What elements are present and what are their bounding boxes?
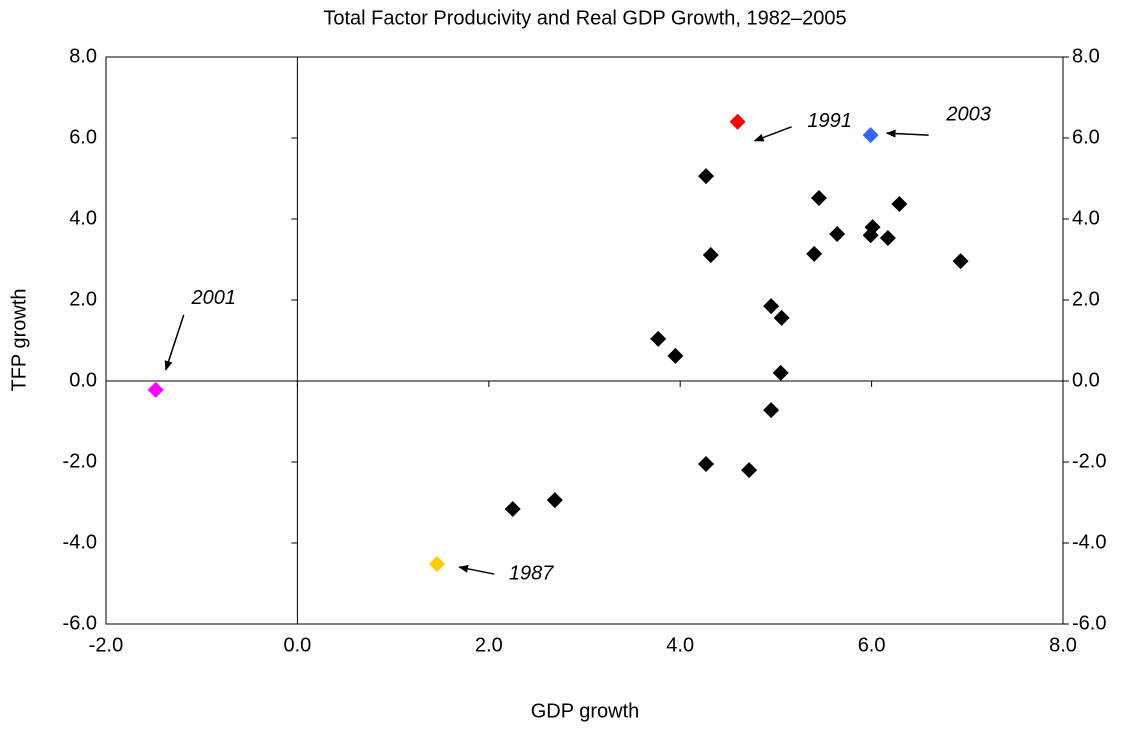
- annotation: 1991: [807, 110, 852, 132]
- annotation: 2001: [191, 287, 237, 309]
- plot-frame: [105, 56, 1064, 625]
- marker: [806, 245, 823, 262]
- marker: [698, 456, 715, 473]
- marker: [741, 462, 758, 479]
- marker: [702, 247, 719, 264]
- y2-tick-label: -6.0: [1072, 612, 1106, 634]
- marker: [504, 500, 521, 517]
- y2-tick-label: 4.0: [1072, 207, 1100, 229]
- marker: [862, 127, 879, 144]
- y-tick-label: 2.0: [69, 288, 97, 310]
- y-tick-label: 6.0: [69, 126, 97, 148]
- marker: [952, 253, 969, 270]
- y-axis-label: TFP growth: [8, 289, 30, 392]
- annotation-arrow: [164, 314, 185, 371]
- x-tick-label: 8.0: [1049, 634, 1077, 656]
- marker: [773, 309, 790, 326]
- y-tick-label: 4.0: [69, 207, 97, 229]
- marker: [879, 230, 896, 247]
- marker: [650, 330, 667, 347]
- marker: [546, 492, 563, 509]
- marker: [667, 347, 684, 364]
- marker: [810, 189, 827, 206]
- y-tick-label: -6.0: [63, 612, 97, 634]
- y-tick-label: 0.0: [69, 369, 97, 391]
- y2-tick-label: -4.0: [1072, 531, 1106, 553]
- y-tick-label: 8.0: [69, 45, 97, 67]
- marker: [891, 196, 908, 213]
- x-tick-label: 0.0: [283, 634, 311, 656]
- x-tick-label: 2.0: [475, 634, 503, 656]
- y2-tick-label: 0.0: [1072, 369, 1100, 391]
- marker: [698, 168, 715, 185]
- annotation-arrow: [458, 564, 495, 575]
- y2-tick-label: 8.0: [1072, 45, 1100, 67]
- x-axis-label: GDP growth: [531, 700, 640, 722]
- marker: [763, 298, 780, 315]
- chart-title: Total Factor Producivity and Real GDP Gr…: [323, 7, 846, 29]
- marker: [729, 113, 746, 130]
- y2-tick-label: 2.0: [1072, 288, 1100, 310]
- x-tick-label: 6.0: [858, 634, 886, 656]
- x-tick-label: 4.0: [666, 634, 694, 656]
- annotation: 1987: [509, 562, 554, 584]
- annotation-arrow: [885, 129, 929, 138]
- y-tick-label: -2.0: [63, 450, 97, 472]
- y2-tick-label: -2.0: [1072, 450, 1106, 472]
- marker: [772, 364, 789, 381]
- annotation-arrow: [753, 126, 792, 142]
- x-tick-label: -2.0: [89, 634, 123, 656]
- y-tick-label: -4.0: [63, 531, 97, 553]
- marker: [829, 225, 846, 242]
- marker: [147, 381, 164, 398]
- y2-tick-label: 6.0: [1072, 126, 1100, 148]
- marker: [763, 402, 780, 419]
- marker: [429, 556, 446, 573]
- annotation: 2003: [945, 103, 991, 125]
- marker: [864, 219, 881, 236]
